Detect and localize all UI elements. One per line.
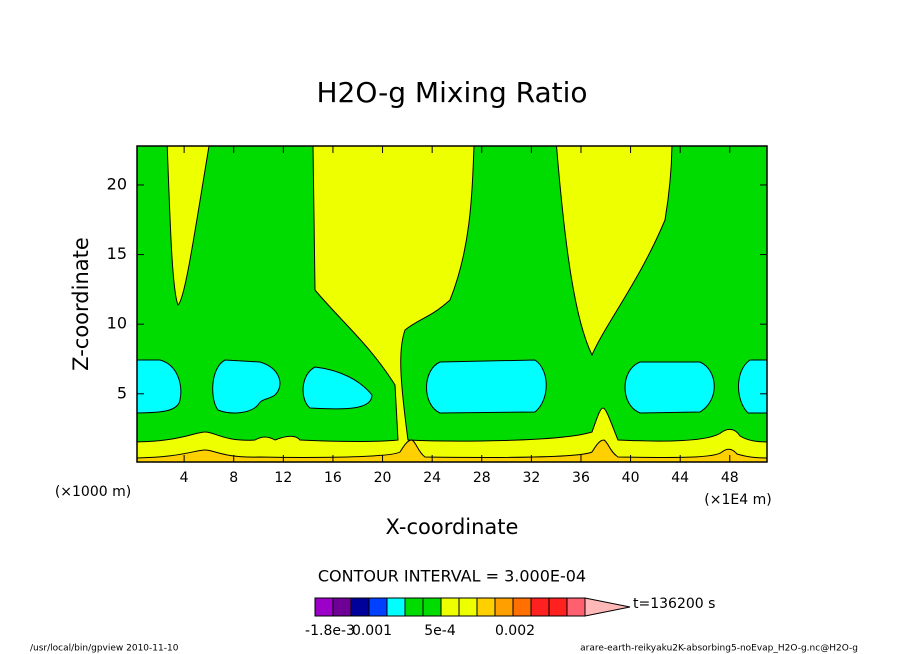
time-label: t=136200 s xyxy=(633,596,715,612)
colorbar-box xyxy=(548,597,568,617)
colorbar-box xyxy=(368,597,388,617)
colorbar-box xyxy=(386,597,406,617)
footer-left: /usr/local/bin/gpview 2010-11-10 xyxy=(30,644,179,654)
colorbar-label: 0.001 xyxy=(352,623,392,639)
x-unit-left: (×1000 m) xyxy=(55,484,131,500)
x-tick-label: 4 xyxy=(180,470,189,486)
colorbar-box xyxy=(332,597,352,617)
colorbar-box xyxy=(422,597,442,617)
x-tick-label: 20 xyxy=(374,470,392,486)
region xyxy=(624,361,715,414)
region xyxy=(302,366,373,410)
region xyxy=(137,146,767,462)
region xyxy=(212,359,281,414)
x-unit-right: (×1E4 m) xyxy=(704,492,771,508)
region xyxy=(137,359,182,414)
colorbar-box xyxy=(314,597,334,617)
chart-title: H2O-g Mixing Ratio xyxy=(316,76,587,109)
colorbar-arrow xyxy=(584,597,631,617)
y-tick-label: 10 xyxy=(107,314,127,333)
region xyxy=(738,359,767,414)
colorbar-box xyxy=(404,597,424,617)
x-axis-label: X-coordinate xyxy=(386,515,519,539)
x-tick-label: 40 xyxy=(622,470,640,486)
colorbar-label: -1.8e-3 xyxy=(305,623,355,639)
x-tick-label: 48 xyxy=(721,470,739,486)
footer-right: arare-earth-reikyaku2K-absorbing5-noEvap… xyxy=(580,644,858,654)
region xyxy=(137,439,767,462)
y-axis-label: Z-coordinate xyxy=(69,237,93,371)
y-tick-label: 5 xyxy=(117,383,127,402)
region xyxy=(556,146,673,357)
x-tick-label: 24 xyxy=(423,470,441,486)
y-tick-label: 15 xyxy=(107,244,127,263)
plot-frame xyxy=(136,145,768,463)
contour-field xyxy=(137,146,767,462)
colorbar-box xyxy=(440,597,460,617)
x-tick-label: 32 xyxy=(522,470,540,486)
contour-interval: CONTOUR INTERVAL = 3.000E-04 xyxy=(318,567,586,586)
x-tick-label: 8 xyxy=(229,470,238,486)
region xyxy=(426,359,547,414)
colorbar-box xyxy=(350,597,370,617)
colorbar-box xyxy=(530,597,550,617)
x-tick-label: 28 xyxy=(473,470,491,486)
x-tick-label: 44 xyxy=(671,470,689,486)
colorbar-box xyxy=(458,597,478,617)
y-tick-label: 20 xyxy=(107,174,127,193)
x-tick-label: 12 xyxy=(274,470,292,486)
region xyxy=(166,146,210,306)
colorbar-label: 0.002 xyxy=(495,623,535,639)
colorbar-box xyxy=(566,597,586,617)
colorbar-box xyxy=(476,597,496,617)
colorbar-label: 5e-4 xyxy=(424,623,456,639)
x-tick-label: 16 xyxy=(324,470,342,486)
colorbar-box xyxy=(494,597,514,617)
colorbar-box xyxy=(512,597,532,617)
x-tick-label: 36 xyxy=(572,470,590,486)
